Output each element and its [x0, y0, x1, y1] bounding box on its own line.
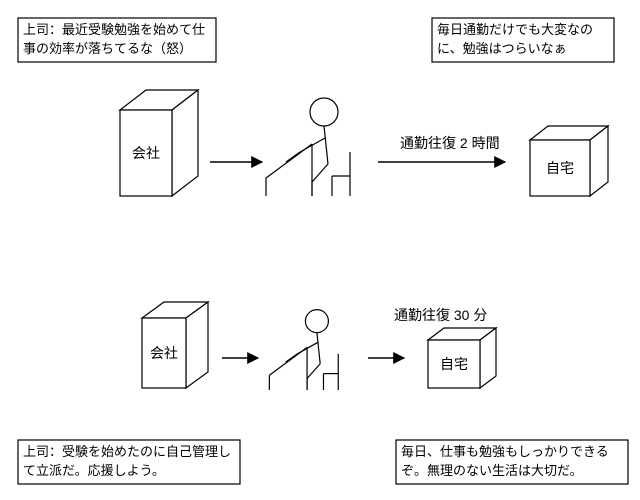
diagram-canvas: 上司：最近受験勉強を始めて仕事の効率が落ちてるな（怒） 毎日通勤だけでも大変なのに…: [0, 0, 640, 500]
scene2-commute-label: 通勤往復 30 分: [394, 307, 487, 323]
scene2-boss-speech-text: 上司：受験を始めたのに自己管理して立派だ。応援しよう。: [23, 443, 235, 481]
scene1-thought: 毎日通勤だけでも大変なのに、勉強はつらいなぁ: [432, 18, 614, 62]
scene2-thought: 毎日、仕事も勉強もしっかりできるぞ。無理のない生活は大切だ。: [396, 440, 628, 484]
scene2-company-building-label: 会社: [150, 345, 178, 361]
scene1-boss-speech-text: 上司：最近受験勉強を始めて仕事の効率が落ちてるな（怒）: [23, 21, 211, 59]
scene2-thought-text: 毎日、仕事も勉強もしっかりできるぞ。無理のない生活は大切だ。: [401, 443, 623, 481]
scene2-person-at-desk: [269, 310, 338, 390]
scene1-thought-text: 毎日通勤だけでも大変なのに、勉強はつらいなぁ: [437, 21, 609, 59]
scene1-home-building-label: 自宅: [546, 160, 574, 176]
scene2-home-building-label: 自宅: [440, 356, 468, 372]
scene2-boss-speech: 上司：受験を始めたのに自己管理して立派だ。応援しよう。: [18, 440, 240, 484]
scene1-company-building-label: 会社: [132, 145, 160, 161]
scene1-boss-speech: 上司：最近受験勉強を始めて仕事の効率が落ちてるな（怒）: [18, 18, 216, 62]
scene2-company-building: 会社: [142, 302, 208, 388]
scene1-home-building: 自宅: [530, 126, 608, 196]
scene1-person-at-desk: [266, 98, 350, 196]
scene1-company-building: 会社: [120, 90, 198, 196]
scene1-commute-label: 通勤往復 2 時間: [400, 135, 500, 151]
scene2-home-building: 自宅: [428, 328, 496, 388]
